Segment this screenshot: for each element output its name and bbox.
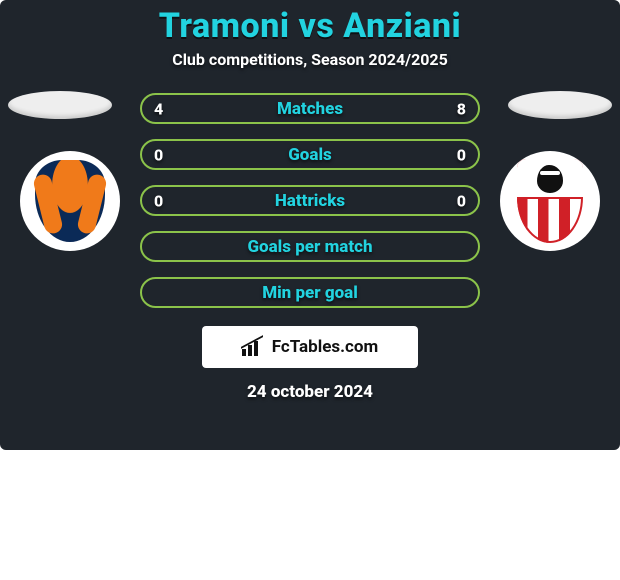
comparison-arena: 4 Matches 8 0 Goals 0 0 Hattricks 0 Goal… xyxy=(0,93,620,402)
attribution-badge: FcTables.com xyxy=(202,326,418,368)
stat-value-left: 4 xyxy=(154,99,163,118)
club-crest-right xyxy=(500,151,600,251)
stat-value-right: 0 xyxy=(457,145,466,164)
page-title: Tramoni vs Anziani xyxy=(0,6,620,46)
stat-row-goals: 0 Goals 0 xyxy=(140,139,480,170)
date-label: 24 october 2024 xyxy=(0,382,620,402)
stat-label: Hattricks xyxy=(275,191,345,211)
club-crest-right-graphic xyxy=(500,151,600,251)
stat-value-right: 8 xyxy=(457,99,466,118)
stat-value-left: 0 xyxy=(154,145,163,164)
bar-chart-icon xyxy=(242,338,264,356)
stat-label: Matches xyxy=(277,99,343,119)
stat-row-matches: 4 Matches 8 xyxy=(140,93,480,124)
stat-label: Min per goal xyxy=(262,283,358,303)
stat-row-hattricks: 0 Hattricks 0 xyxy=(140,185,480,216)
stat-label: Goals xyxy=(288,145,332,165)
stat-value-right: 0 xyxy=(457,191,466,210)
stat-rows: 4 Matches 8 0 Goals 0 0 Hattricks 0 Goal… xyxy=(140,93,480,308)
club-crest-left-graphic xyxy=(20,151,120,251)
stat-row-min-per-goal: Min per goal xyxy=(140,277,480,308)
player-flag-right xyxy=(508,91,612,119)
stat-label: Goals per match xyxy=(247,237,372,257)
comparison-card: Tramoni vs Anziani Club competitions, Se… xyxy=(0,0,620,450)
player-flag-left xyxy=(8,91,112,119)
club-crest-left xyxy=(20,151,120,251)
subtitle: Club competitions, Season 2024/2025 xyxy=(0,50,620,69)
stat-row-goals-per-match: Goals per match xyxy=(140,231,480,262)
stat-value-left: 0 xyxy=(154,191,163,210)
attribution-text: FcTables.com xyxy=(272,337,378,357)
